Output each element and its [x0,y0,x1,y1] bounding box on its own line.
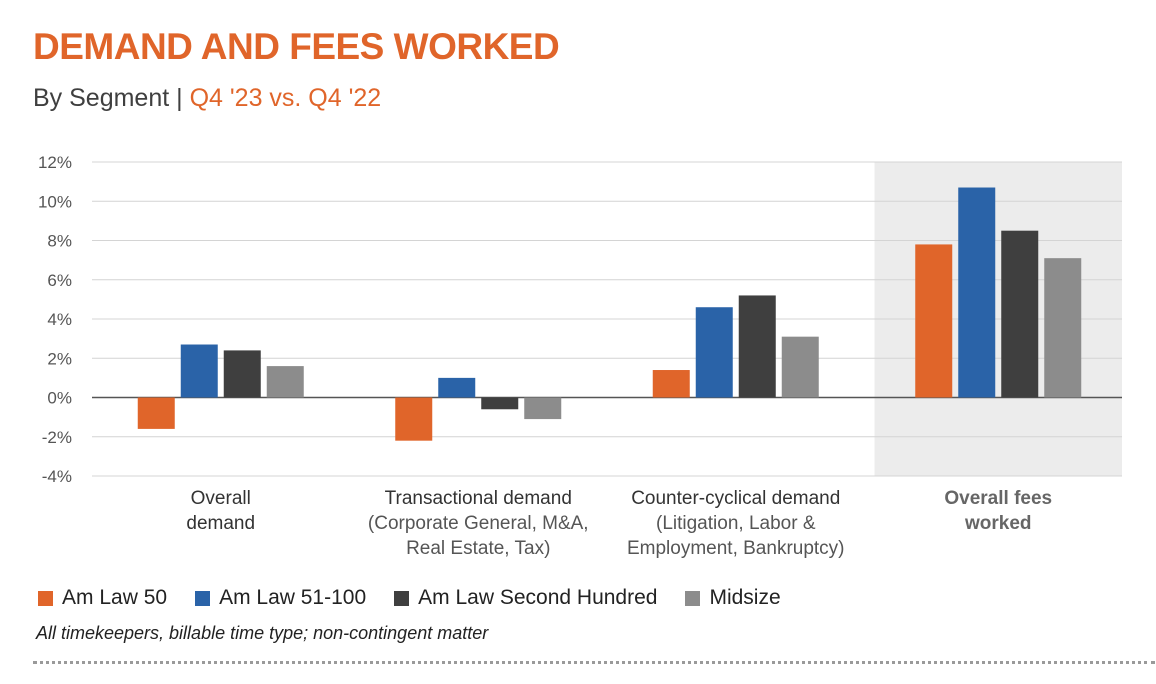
category-label-line: worked [964,513,1032,534]
chart-subtitle: By Segment | Q4 '23 vs. Q4 '22 [33,84,381,113]
subtitle-segment: By Segment [33,84,170,112]
y-tick-label: -4% [42,467,72,486]
footnote: All timekeepers, billable time type; non… [36,623,489,643]
category-label-line: demand [186,513,256,534]
category-sublabel: Employment, Bankruptcy) [626,538,845,559]
legend-item-am-law-50: Am Law 50 [38,586,167,610]
category-sublabel: (Corporate General, M&A, [367,513,589,534]
bar [652,370,690,398]
y-tick-label: 10% [38,192,72,211]
bar-chart: 12% 10% 8% 6% 4% 2% 0% -2% -4% [38,153,1122,486]
legend-item-midsize: Midsize [685,586,781,610]
category-label-line: Counter-cyclical demand [631,488,841,509]
bar [1044,258,1082,398]
legend-label: Am Law 50 [62,586,168,609]
legend-item-am-law-second-hundred: Am Law Second Hundred [394,586,657,610]
category-sublabel: Real Estate, Tax) [406,538,551,559]
legend-swatch [685,590,701,606]
subtitle-separator: | [176,84,183,112]
legend-label: Am Law Second Hundred [418,586,658,609]
bar [438,377,476,398]
chart-title: DEMAND AND FEES WORKED [33,26,560,67]
y-tick-label: 8% [47,232,72,251]
bar [1001,230,1039,398]
bar [481,397,519,410]
dotted-divider [33,661,1155,664]
bar [137,397,175,429]
category-sublabel: (Litigation, Labor & [656,513,816,534]
category-label: Counter-cyclical demand (Litigation, Labo… [606,486,866,561]
legend-swatch [195,590,211,606]
category-label-line: Overall fees [944,488,1053,509]
legend-item-am-law-51-100: Am Law 51-100 [195,586,366,610]
bar [223,350,261,398]
subtitle-period: Q4 '23 vs. Q4 '22 [189,84,382,112]
bar [738,295,776,398]
legend-label: Am Law 51-100 [219,586,367,609]
category-label: Transactional demand (Corporate General, … [348,486,608,561]
y-tick-label: 0% [47,389,72,408]
category-label-line: Overall [190,488,251,509]
legend-swatch [394,590,410,606]
bar [395,397,433,441]
category-label-line: Transactional demand [384,488,572,509]
y-tick-label: 12% [38,153,72,172]
category-label: Overall demand [91,486,351,536]
bar [695,307,733,398]
bar [524,397,562,420]
bar [915,244,953,398]
bar [266,366,304,398]
y-tick-label: 4% [47,310,72,329]
y-tick-label: 6% [47,271,72,290]
legend: Am Law 50 Am Law 51-100 Am Law Second Hu… [38,586,809,610]
bar [781,336,819,398]
legend-label: Midsize [709,586,781,609]
bar [958,187,996,398]
y-tick-label: 2% [47,349,72,368]
category-label: Overall fees worked [868,486,1128,536]
y-tick-label: -2% [42,428,72,447]
legend-swatch [38,590,53,606]
bar [180,344,218,398]
